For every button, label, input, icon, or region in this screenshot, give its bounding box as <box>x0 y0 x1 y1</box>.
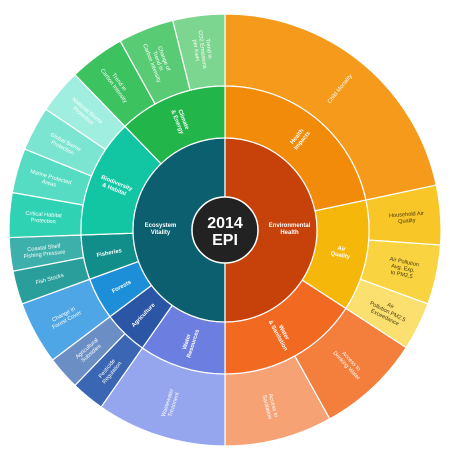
category-label-air-quality: AirQuality <box>330 244 352 260</box>
objective-ring: Ecosystem Vitality Environmental Health <box>132 137 318 323</box>
center-year: 2014 <box>207 215 243 232</box>
center-title: EPI <box>212 232 238 249</box>
center-disc <box>191 196 259 264</box>
indicator-label-trend-in-co2-emissions-per-kwh: Trend inCO2 Emissionsper KwH <box>190 29 213 70</box>
objective-label-environmental-health: Environmental Health <box>269 223 311 236</box>
indicator-label-household-air-quality: Household AirQuality <box>389 211 425 226</box>
objective-label-ecosystem-vitality: Ecosystem Vitality <box>145 223 177 236</box>
category-label-fisheries: Fisheries <box>96 248 122 259</box>
indicator-label-coastal-shelf-fishing-pressure: Coastal ShelfFishing Pressure <box>23 243 66 260</box>
indicator-label-critical-habitat-protection: Critical HabitatProtection <box>25 211 63 226</box>
